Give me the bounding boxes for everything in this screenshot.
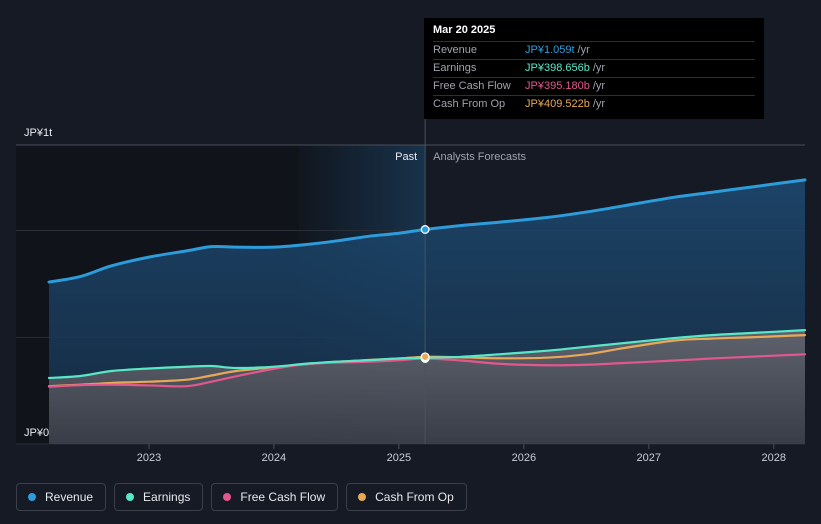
lower-series-area [49, 330, 805, 444]
tooltip-row-revenue: Revenue JP¥1.059t /yr [433, 41, 755, 59]
tooltip-name: Revenue [433, 44, 478, 56]
legend-dot-icon [223, 493, 232, 501]
earnings-line [47, 329, 807, 380]
legend-dot-icon [126, 493, 135, 501]
tooltip-unit: /yr [577, 44, 590, 56]
tooltip-name: Free Cash Flow [433, 80, 511, 92]
legend-label: Earnings [143, 490, 191, 504]
chart-canvas: Past Analysts Forecasts JP¥1t JP¥0 2023 2… [16, 18, 807, 464]
forecast-label: Analysts Forecasts [433, 151, 526, 163]
past-label: Past [395, 151, 417, 163]
legend-dot-icon [28, 493, 36, 501]
tooltip-row-free-cash-flow: Free Cash Flow JP¥395.180b /yr [433, 77, 755, 95]
legend-dot-icon [358, 493, 367, 501]
legend-item-free-cash-flow[interactable]: Free Cash Flow [211, 483, 339, 511]
free-cash-flow-line [47, 353, 807, 388]
hover-markers [420, 225, 430, 363]
legend-label: Revenue [45, 490, 94, 504]
tooltip-unit: /yr [592, 98, 606, 110]
tooltip-value: JP¥395.180b [525, 80, 590, 92]
legend-label: Cash From Op [375, 490, 454, 504]
y-axis-bottom-label: JP¥0 [24, 427, 49, 439]
tooltip-row-earnings: Earnings JP¥398.656b /yr [433, 59, 755, 77]
x-tick-label: 2026 [512, 452, 536, 464]
legend: Revenue Earnings Free Cash Flow Cash Fro… [16, 483, 467, 511]
cash-from-op-marker [420, 352, 430, 362]
x-tick-label: 2025 [387, 452, 411, 464]
legend-item-earnings[interactable]: Earnings [114, 483, 204, 511]
x-tick-label: 2028 [762, 452, 786, 464]
tooltip-date: Mar 20 2025 [433, 24, 496, 36]
tooltip: Mar 20 2025 Revenue JP¥1.059t /yr Earnin… [424, 18, 764, 119]
tooltip-name: Cash From Op [433, 98, 506, 110]
x-axis-ticks: 2023 2024 2025 2026 2027 2028 [137, 444, 786, 464]
x-tick-label: 2024 [262, 452, 286, 464]
revenue-line [47, 178, 807, 284]
tooltip-name: Earnings [433, 62, 477, 74]
tooltip-unit: /yr [592, 62, 606, 74]
legend-item-cash-from-op[interactable]: Cash From Op [346, 483, 467, 511]
x-tick-label: 2023 [137, 452, 161, 464]
legend-item-revenue[interactable]: Revenue [16, 483, 107, 511]
y-axis-top-label: JP¥1t [24, 127, 52, 139]
tooltip-row-cash-from-op: Cash From Op JP¥409.522b /yr [433, 95, 755, 113]
tooltip-value: JP¥409.522b [525, 98, 590, 110]
series-lines [47, 178, 807, 388]
tooltip-unit: /yr [592, 80, 606, 92]
revenue-marker [420, 225, 430, 234]
x-tick-label: 2027 [637, 452, 661, 464]
tooltip-value: JP¥398.656b [525, 62, 590, 74]
tooltip-value: JP¥1.059t [525, 44, 575, 56]
legend-label: Free Cash Flow [240, 490, 326, 504]
